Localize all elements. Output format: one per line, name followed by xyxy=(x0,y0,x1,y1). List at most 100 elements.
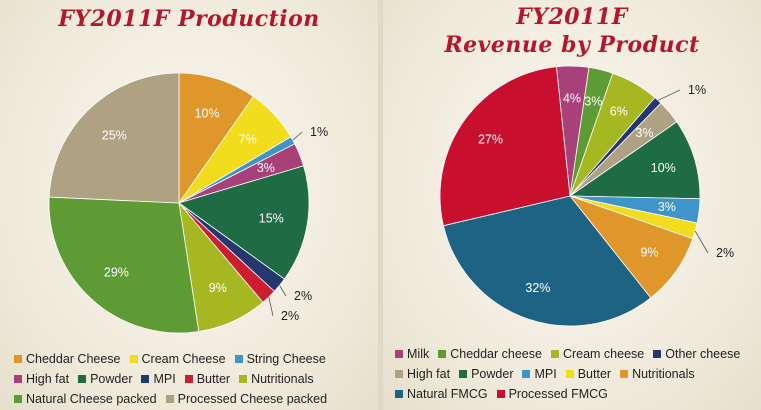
data-label-powder: 10% xyxy=(651,161,676,175)
legend-item-natural-cheese-packed: Natural Cheese packed xyxy=(14,389,157,409)
legend-swatch xyxy=(522,370,531,378)
legend-swatch xyxy=(459,370,468,378)
pie-slice-powder xyxy=(178,165,310,280)
revenue-legend: Milk Cheddar cheese Cream cheese Other chee… xyxy=(395,344,749,404)
pie-slice-natural-cheese-packed xyxy=(48,196,200,334)
legend-label: Powder xyxy=(90,372,133,386)
legend-label: Powder xyxy=(471,367,514,381)
data-label-mpi: 3% xyxy=(658,200,676,214)
legend-label: Processed Cheese packed xyxy=(177,392,328,406)
legend-swatch xyxy=(438,350,447,358)
leader-line-mpi xyxy=(279,285,287,297)
legend-label: Nutritionals xyxy=(251,372,314,386)
legend-item-powder: Powder xyxy=(459,364,513,384)
legend-label: Natural Cheese packed xyxy=(26,392,157,406)
data-label-string-cheese: 1% xyxy=(310,125,328,139)
legend-item-milk: Milk xyxy=(395,344,429,364)
revenue-pie-chart: 4% 3%6%1%3%10%3%2%9%32%27% xyxy=(439,65,734,327)
legend-swatch xyxy=(395,390,403,398)
legend-swatch xyxy=(395,370,403,378)
pie-slice-cheddar-cheese xyxy=(178,72,255,205)
legend-item-cream-cheese: Cream Cheese xyxy=(129,349,226,369)
legend-swatch xyxy=(78,375,87,383)
legend-item-powder: Powder xyxy=(78,369,132,389)
legend-item-processed-fmcg: Processed FMCG xyxy=(496,384,608,404)
data-label-processed-cheese-packed: 25% xyxy=(102,128,127,142)
legend-swatch xyxy=(653,350,662,358)
legend-label: High fat xyxy=(407,367,451,381)
legend-swatch xyxy=(165,395,174,403)
legend-label: Cream Cheese xyxy=(141,352,226,366)
legend-row: High fat Powder MPI Butter Nutritionals xyxy=(14,369,336,389)
legend-item-string-cheese: String Cheese xyxy=(234,349,326,369)
legend-swatch xyxy=(234,355,243,363)
data-label-butter: 2% xyxy=(281,309,299,323)
legend-label: Other cheese xyxy=(665,347,741,361)
production-chart-panel: FY2011F Production 10% 7% 1% 3% 15% 2% 2% 9% 29%… xyxy=(0,0,378,410)
data-label-mpi: 2% xyxy=(294,289,312,303)
legend-row: Natural Cheese packed Processed Cheese pa… xyxy=(14,389,336,409)
production-legend: Cheddar Cheese Cream Cheese String Cheese H… xyxy=(14,349,336,409)
legend-swatch xyxy=(620,370,629,378)
revenue-chart-title: FY2011F xyxy=(516,4,628,30)
legend-label: MPI xyxy=(153,372,176,386)
legend-item-mpi: MPI xyxy=(141,369,176,389)
data-label-cheddar-cheese: 3% xyxy=(584,94,602,108)
legend-item-butter: Butter xyxy=(565,364,612,384)
data-label-powder: 15% xyxy=(259,212,284,226)
legend-label: Milk xyxy=(407,347,430,361)
legend-item-cheddar-cheese: Cheddar cheese xyxy=(438,344,542,364)
data-label-nutritionals: 9% xyxy=(640,246,658,260)
legend-label: Cheddar Cheese xyxy=(26,352,121,366)
data-label-processed-fmcg: 27% xyxy=(478,133,503,147)
legend-item-cheddar-cheese: Cheddar Cheese xyxy=(14,349,121,369)
data-label-other-cheese: 1% xyxy=(688,83,706,97)
pie-slice-processed-cheese-packed xyxy=(48,72,180,204)
legend-label: Cheddar cheese xyxy=(450,347,542,361)
data-label-nutritionals: 9% xyxy=(209,281,227,295)
pie-slice-processed-fmcg xyxy=(439,66,571,227)
leader-line-butter xyxy=(268,296,274,317)
legend-swatch xyxy=(141,375,150,383)
legend-item-other-cheese: Other cheese xyxy=(653,344,740,364)
pie-slice-powder xyxy=(568,121,701,200)
legend-swatch xyxy=(129,355,138,363)
pie-slice-natural-fmcg xyxy=(442,195,652,327)
legend-label: String Cheese xyxy=(246,352,326,366)
legend-label: Natural FMCG xyxy=(407,387,488,401)
data-label-cheddar-cheese: 10% xyxy=(195,107,220,121)
legend-row: Cheddar Cheese Cream Cheese String Cheese xyxy=(14,349,336,369)
legend-swatch xyxy=(496,390,505,398)
legend-swatch xyxy=(239,375,248,383)
panel-divider xyxy=(378,0,383,410)
legend-label: Processed FMCG xyxy=(508,387,608,401)
legend-item-nutritionals: Nutritionals xyxy=(620,364,695,384)
legend-row: Natural FMCG Processed FMCG xyxy=(395,384,749,404)
leader-line-butter xyxy=(694,230,709,254)
leader-line-other-cheese xyxy=(657,89,681,101)
legend-label: MPI xyxy=(534,367,557,381)
legend-item-high-fat: High fat xyxy=(395,364,450,384)
legend-item-high-fat: High fat xyxy=(14,369,69,389)
data-label-high-fat: 3% xyxy=(257,161,275,175)
legend-label: Nutritionals xyxy=(632,367,695,381)
legend-swatch xyxy=(14,375,22,383)
legend-label: Butter xyxy=(196,372,231,386)
data-label-natural-fmcg: 32% xyxy=(525,281,550,295)
data-label-cream-cheese: 7% xyxy=(239,132,257,146)
data-label-butter: 2% xyxy=(716,246,734,260)
legend-swatch xyxy=(565,370,574,378)
legend-item-natural-fmcg: Natural FMCG xyxy=(395,384,488,404)
legend-label: Butter xyxy=(577,367,612,381)
data-label-milk: 4% xyxy=(563,92,581,106)
data-label-high-fat: 3% xyxy=(635,126,653,140)
legend-row: High fat Powder MPI Butter Nutritionals xyxy=(395,364,749,384)
legend-swatch xyxy=(550,350,559,358)
legend-item-nutritionals: Nutritionals xyxy=(239,369,314,389)
legend-item-butter: Butter xyxy=(184,369,231,389)
leader-line-string-cheese xyxy=(292,131,303,141)
data-label-natural-cheese-packed: 29% xyxy=(104,266,129,280)
data-label-cream-cheese: 6% xyxy=(610,105,628,119)
legend-row: Milk Cheddar cheese Cream cheese Other chee… xyxy=(395,344,749,364)
legend-swatch xyxy=(14,355,22,363)
